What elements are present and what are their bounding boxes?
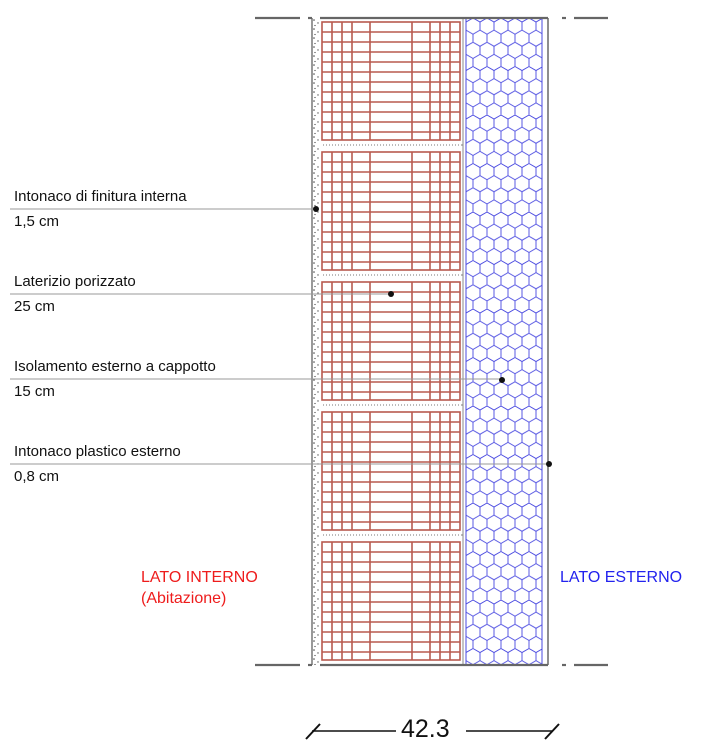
leader-lines xyxy=(10,208,549,465)
leader-dots xyxy=(313,206,552,467)
brick-layer xyxy=(321,18,463,665)
leader-dot-4 xyxy=(546,461,552,467)
layer-4-title: Intonaco plastico esterno xyxy=(14,443,181,460)
layer-3-thickness: 15 cm xyxy=(14,383,55,400)
insulation-layer xyxy=(466,18,542,665)
layer-3-title: Isolamento esterno a cappotto xyxy=(14,358,216,375)
leader-dot-2 xyxy=(388,291,394,297)
layer-2-title: Laterizio porizzato xyxy=(14,273,136,290)
dimension-tick-left xyxy=(305,723,321,740)
layer-1-thickness: 1,5 cm xyxy=(14,213,60,230)
layer-4-thickness: 0,8 cm xyxy=(14,468,60,485)
internal-side-sublabel: (Abitazione) xyxy=(141,590,227,607)
external-plaster-layer xyxy=(541,18,549,665)
dimension-value: 42.3 xyxy=(401,715,450,743)
dimension-tick-right xyxy=(544,723,560,740)
layer-2-thickness: 25 cm xyxy=(14,298,55,315)
layer-1-title: Intonaco di finitura interna xyxy=(14,188,187,205)
internal-side-label: LATO INTERNO xyxy=(141,569,258,586)
internal-plaster-layer xyxy=(311,18,321,665)
leader-dot-1 xyxy=(313,206,319,212)
external-side-label: LATO ESTERNO xyxy=(560,569,683,586)
dimension-line xyxy=(305,723,560,740)
leader-dot-3 xyxy=(499,377,505,383)
